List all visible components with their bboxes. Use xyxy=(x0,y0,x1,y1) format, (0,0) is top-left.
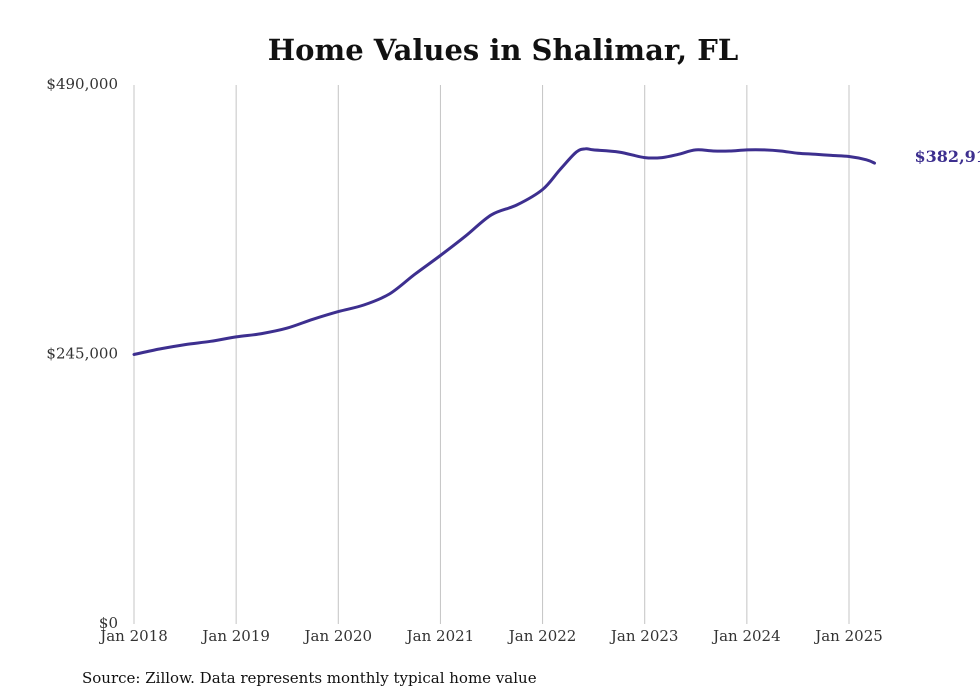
series-line-0 xyxy=(132,147,876,356)
chart-title: Home Values in Shalimar, FL xyxy=(268,33,738,67)
y-tick-label: $0 xyxy=(99,614,118,632)
x-axis: Jan 2018 Jan 2019 Jan 2020 Jan 2021 Jan 2022… xyxy=(98,627,883,645)
y-axis: $0 $245,000 $490,000 xyxy=(46,75,118,632)
x-tick-label: Jan 2025 xyxy=(813,627,883,645)
series-group xyxy=(132,147,876,356)
x-tick-label: Jan 2021 xyxy=(405,627,475,645)
x-tick-label: Jan 2019 xyxy=(200,627,270,645)
x-tick-label: Jan 2020 xyxy=(303,627,373,645)
x-tick-label: Jan 2023 xyxy=(609,627,679,645)
gridlines xyxy=(133,85,850,624)
x-tick-label: Jan 2024 xyxy=(711,627,781,645)
x-tick-label: Jan 2022 xyxy=(507,627,577,645)
source-note: Source: Zillow. Data represents monthly … xyxy=(82,669,537,687)
y-tick-label: $490,000 xyxy=(46,75,118,93)
end-value-label: $382,915 xyxy=(915,147,980,166)
x-tick-label: Jan 2018 xyxy=(98,627,168,645)
y-tick-label: $245,000 xyxy=(46,345,118,363)
